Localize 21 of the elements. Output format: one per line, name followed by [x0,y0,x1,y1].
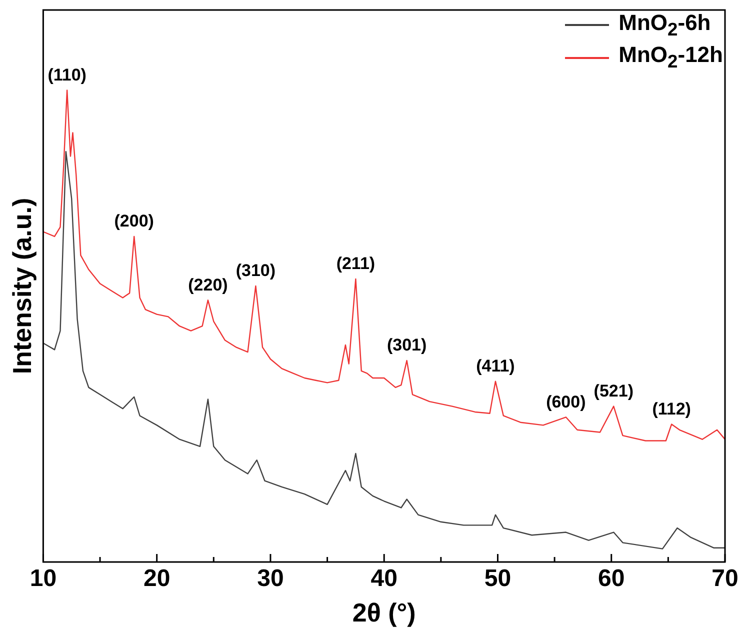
annotation: (110) [48,65,86,84]
legend-label: MnO$_{2}$-12h [618,42,723,73]
x-axis-title: 2θ (°) [352,598,416,628]
annotation: (211) [336,254,376,274]
x-tick-label: 40 [370,565,398,592]
annotation: (411) [476,356,515,376]
y-axis-title: Intensity (a.u.) [6,198,37,374]
x-tick-label: 50 [484,565,512,592]
x-tick-label: 30 [257,565,284,592]
annotation: (310) [236,261,276,280]
x-tick-label: 70 [712,565,738,592]
x-tick-label: 10 [30,565,57,592]
x-tick-label: 20 [143,565,170,592]
annotation: (600) [546,392,586,412]
annotation: (200) [114,212,154,231]
annotation: (301) [386,336,427,355]
annotation: (521) [594,381,634,400]
annotation: (112) [652,399,691,418]
x-tick-label: 60 [598,565,625,592]
annotation: (220) [188,275,228,294]
legend-label: MnO$_{2}$-6h [618,10,711,40]
